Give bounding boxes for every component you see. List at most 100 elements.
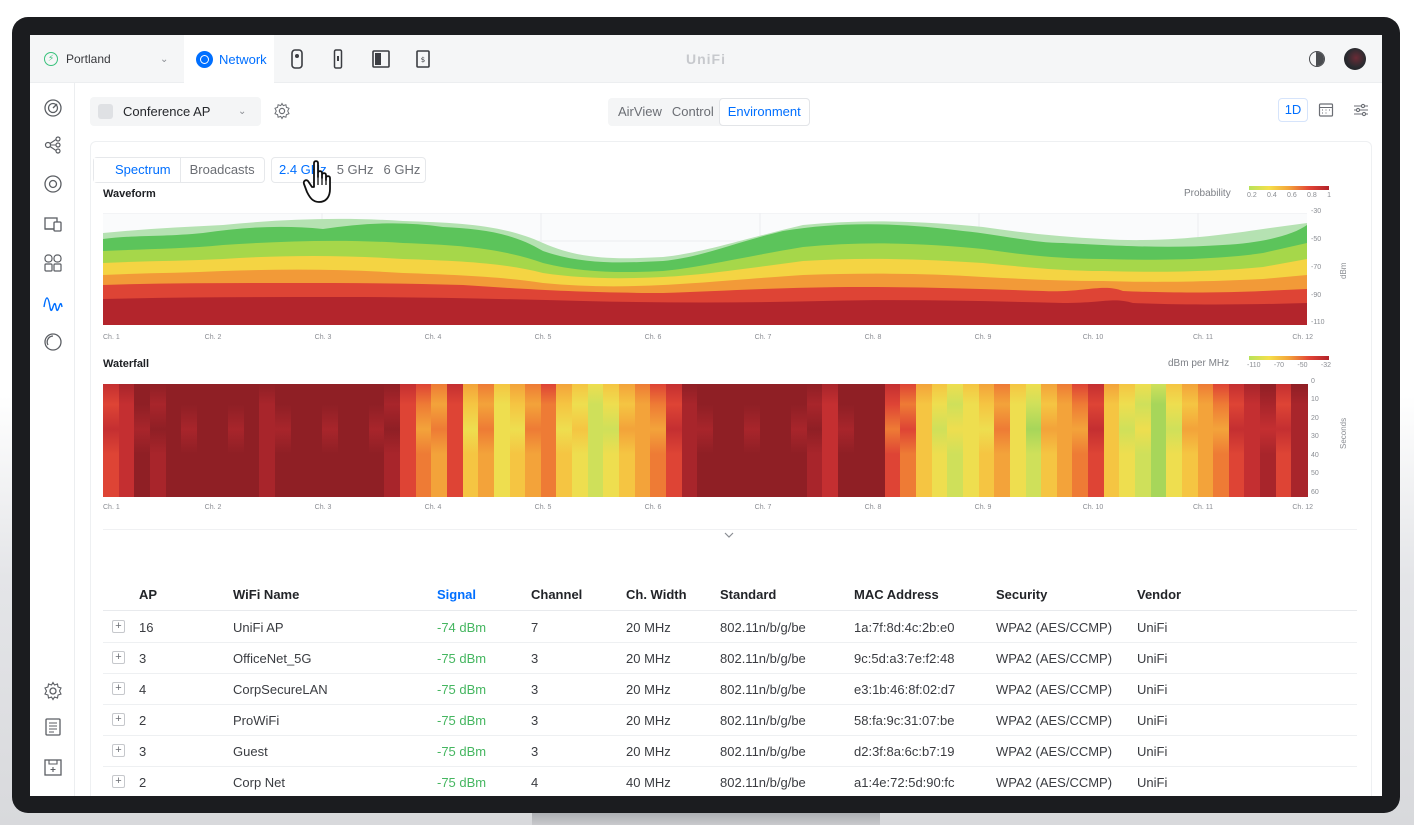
table-row[interactable]: +4 CorpSecureLAN -75 dBm 3 20 MHz 802.11n/b/g… [103,674,1357,705]
waterfall-column [884,384,902,497]
range-1d-button[interactable]: 1D [1278,98,1308,122]
cell-standard: 802.11n/b/g/be [720,682,806,697]
col-vendor[interactable]: Vendor [1137,587,1182,602]
cell-standard: 802.11n/b/g/be [720,620,806,635]
col-signal[interactable]: Signal [437,587,477,602]
avatar[interactable] [1344,48,1366,70]
cell-ch-width: 40 MHz [626,775,671,790]
expand-row-icon[interactable]: + [112,682,125,695]
connect-device-icon[interactable]: $ [416,49,430,69]
device-settings-gear-icon[interactable] [273,102,291,120]
whats-new-icon[interactable] [43,757,63,777]
cell-ap: 3 [139,744,147,759]
table-row[interactable]: +2 ProWiFi -75 dBm 3 20 MHz 802.11n/b/g/be 58:… [103,705,1357,736]
waveform-title: Waveform [103,188,156,200]
cell-ch-width: 20 MHz [626,651,671,666]
cell-security: WPA2 (AES/CCMP) [996,775,1113,790]
logs-icon[interactable] [43,717,63,737]
settings-icon[interactable] [43,681,63,701]
band-tabs: 2.4 GHz 5 GHz 6 GHz [271,157,427,183]
waterfall-column [556,384,573,497]
chevron-down-icon[interactable] [723,531,735,539]
waterfall-column [1041,384,1058,497]
waterfall-column [587,384,604,497]
expand-row-icon[interactable]: + [112,775,125,788]
channel-tick-label: Ch. 11 [1192,504,1214,511]
col-ch-width[interactable]: Ch. Width [626,587,687,602]
bolt-icon: ⚡ [44,52,58,66]
waterfall-column [1181,384,1199,497]
waterfall-column [290,384,307,497]
statistics-icon[interactable] [43,253,63,273]
cell-wifi-name: Guest [233,744,268,759]
col-mac-address[interactable]: MAC Address [854,587,939,602]
channel-tick-label: Ch. 10 [1082,334,1104,341]
cell-vendor: UniFi [1137,620,1168,635]
tab-airview[interactable]: AirView [618,104,662,119]
waterfall-column [103,384,120,497]
col-wifi-name[interactable]: WiFi Name [233,587,300,602]
calendar-icon[interactable] [1318,102,1334,118]
expand-row-icon[interactable]: + [112,713,125,726]
channel-tick-label: Ch. 9 [974,334,992,341]
tab-environment[interactable]: Environment [718,98,810,126]
insights-icon[interactable] [43,332,63,352]
site-name: Portland [66,52,111,66]
waterfall-column [181,384,198,497]
devices-icon[interactable] [43,174,63,194]
table-row[interactable]: +2 Corp Net -75 dBm 4 40 MHz 802.11n/b/g/be a1… [103,767,1357,796]
waterfall-column [603,384,620,497]
waterfall-column [791,384,808,497]
tab-spectrum[interactable]: Spectrum [94,158,181,182]
waterfall-column [1103,384,1120,497]
expand-row-icon[interactable]: + [112,651,125,664]
talk-panel-icon[interactable] [372,49,390,69]
cell-signal: -75 dBm [437,713,487,728]
theme-toggle-icon[interactable] [1309,51,1325,67]
cell-channel: 3 [531,744,539,759]
band-6ghz[interactable]: 6 GHz [383,162,421,177]
waterfall-column [1166,384,1183,497]
dashboard-icon[interactable] [43,98,63,118]
waterfall-chart [103,384,1308,497]
waterfall-column [243,384,260,497]
app-tab-network[interactable]: Network [184,35,274,83]
waveform-y-tick: -70 [1311,264,1322,271]
col-security[interactable]: Security [996,587,1048,602]
clients-icon[interactable] [43,214,63,234]
expand-row-icon[interactable]: + [112,620,125,633]
cell-ap: 16 [139,620,154,635]
chevron-down-icon: ⌄ [238,106,247,117]
device-selector[interactable]: Conference AP ⌄ [90,97,261,126]
filter-sliders-icon[interactable] [1353,102,1369,118]
col-channel[interactable]: Channel [531,587,583,602]
waterfall-column [1291,384,1308,497]
tab-control[interactable]: Control [671,104,714,119]
radio-manager-icon[interactable] [43,293,63,313]
topology-icon[interactable] [43,135,63,155]
band-5ghz[interactable]: 5 GHz [336,162,374,177]
svg-text:$: $ [421,56,425,64]
cell-ch-width: 20 MHz [626,682,671,697]
waveform-band-darkred [103,297,1307,325]
col-standard[interactable]: Standard [720,587,777,602]
cell-mac: d2:3f:8a:6c:b7:19 [854,744,955,759]
waterfall-column [165,384,182,497]
site-selector[interactable]: ⚡ Portland ⌄ [30,35,184,83]
table-row[interactable]: +16 UniFi AP -74 dBm 7 20 MHz 802.11n/b/g/be 1… [103,612,1357,643]
col-ap[interactable]: AP [139,587,158,602]
table-row[interactable]: +3 OfficeNet_5G -75 dBm 3 20 MHz 802.11n/b/g/… [103,643,1357,674]
table-row[interactable]: +3 Guest -75 dBm 3 20 MHz 802.11n/b/g/be d2:3f… [103,736,1357,767]
channel-tick-label: Ch. 7 [754,504,772,511]
waterfall-column [196,384,214,497]
tab-broadcasts[interactable]: Broadcasts [189,162,255,177]
expand-row-icon[interactable]: + [112,744,125,757]
cell-ap: 3 [139,651,147,666]
waterfall-column [228,384,245,497]
waterfall-column [118,384,135,497]
access-reader-icon[interactable] [333,49,343,69]
protect-camera-icon[interactable] [290,49,304,69]
waterfall-legend-bar [1249,356,1329,360]
waterfall-y-tick: 0 [1311,378,1315,385]
device-name: Conference AP [123,104,211,119]
